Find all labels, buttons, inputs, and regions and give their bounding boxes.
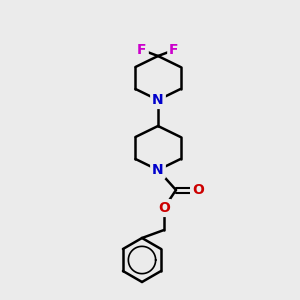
Text: F: F [137,43,147,57]
Text: O: O [192,183,204,197]
Text: N: N [152,93,164,107]
Text: O: O [158,201,170,215]
Text: N: N [152,163,164,177]
Text: F: F [169,43,179,57]
